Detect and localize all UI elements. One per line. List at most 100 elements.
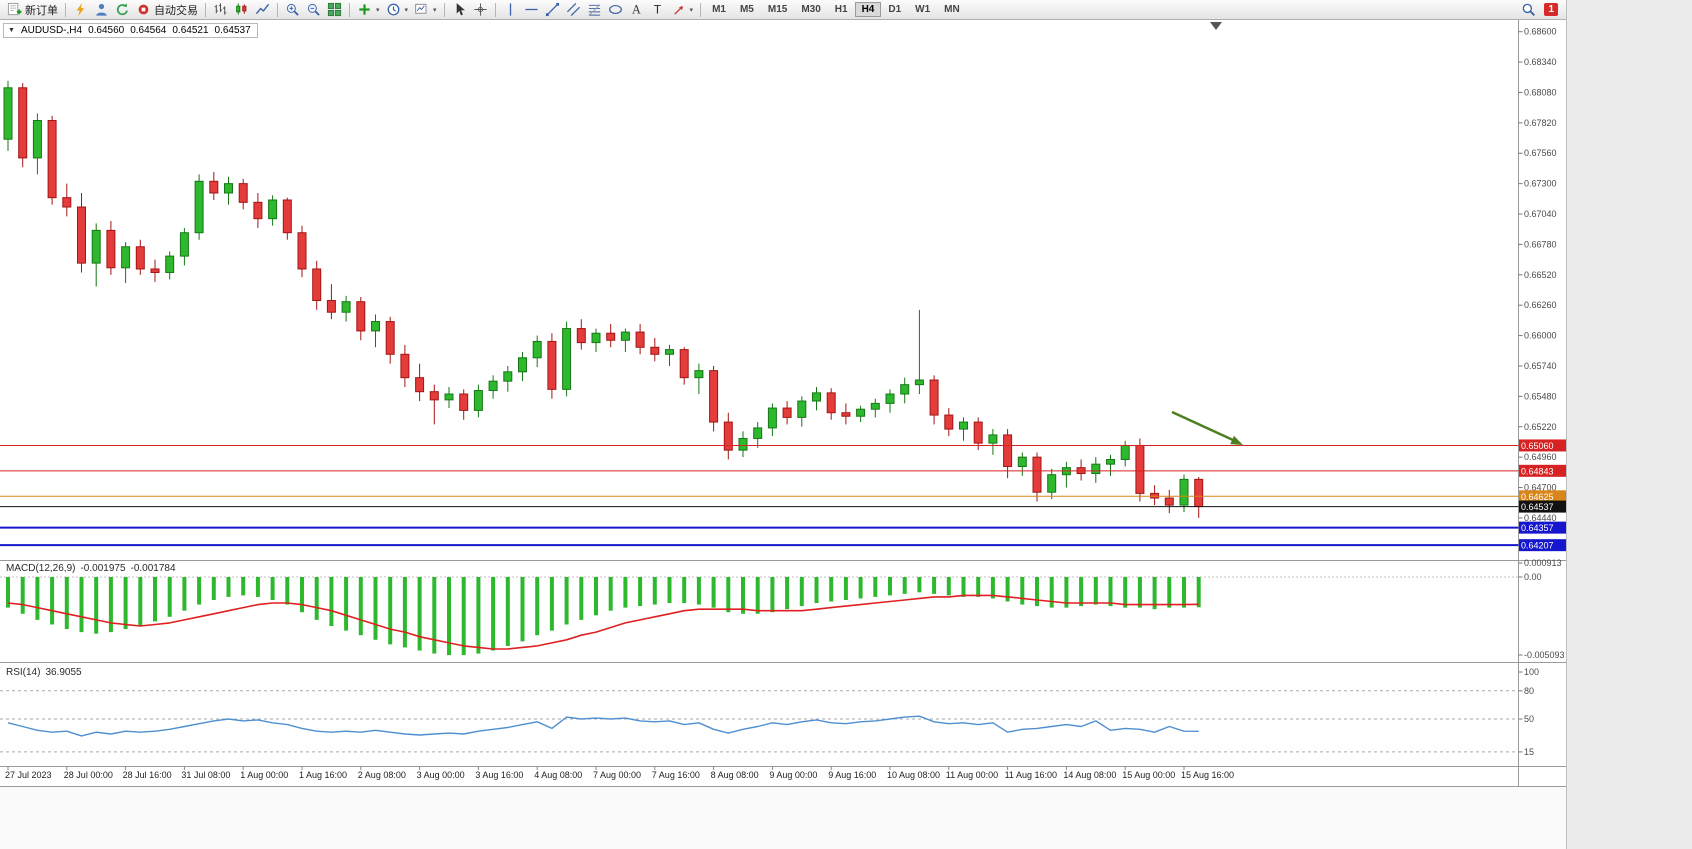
timeframe-m30[interactable]: M30 — [801, 4, 821, 15]
svg-text:A: A — [632, 3, 641, 17]
timeframe-w1[interactable]: W1 — [915, 4, 931, 15]
svg-text:-0.005093: -0.005093 — [1524, 650, 1565, 660]
macd-indicator-label: MACD(12,26,9) -0.001975 -0.001784 — [6, 563, 181, 574]
refresh-button[interactable] — [112, 1, 133, 18]
annotation-arrow[interactable] — [1171, 410, 1243, 445]
resistance-line-1[interactable]: 0.65060 — [0, 439, 1566, 452]
timeframe-m5[interactable]: M5 — [739, 4, 754, 15]
svg-text:14 Aug 08:00: 14 Aug 08:00 — [1063, 770, 1116, 780]
svg-text:0.64357: 0.64357 — [1521, 523, 1554, 533]
candle-chart-button[interactable] — [231, 1, 252, 18]
metaeditor-button[interactable] — [70, 1, 91, 18]
svg-text:0.64960: 0.64960 — [1524, 452, 1557, 462]
svg-text:0.67820: 0.67820 — [1524, 118, 1557, 128]
templates-button[interactable]: ▾ — [411, 1, 440, 18]
trendline-button[interactable] — [542, 1, 563, 18]
bar-close-value: 0.64537 — [214, 25, 251, 36]
vertical-line-button[interactable] — [500, 1, 521, 18]
svg-text:T: T — [653, 3, 661, 17]
support-line-blue-2[interactable]: 0.64207 — [0, 539, 1566, 552]
search-icon — [1523, 3, 1536, 16]
svg-text:15 Aug 00:00: 15 Aug 00:00 — [1122, 770, 1175, 780]
svg-text:0.64843: 0.64843 — [1521, 466, 1554, 476]
svg-text:0.68080: 0.68080 — [1524, 87, 1557, 97]
toolbar-separator — [443, 2, 445, 17]
text-label-button[interactable]: T — [647, 1, 668, 18]
profile-icon — [96, 3, 107, 16]
search-button[interactable] — [1518, 1, 1539, 18]
arrows-button[interactable]: ▾ — [668, 1, 697, 18]
zoom-in-icon — [286, 3, 299, 16]
svg-text:100: 100 — [1524, 667, 1539, 677]
tile-windows-button[interactable] — [324, 1, 345, 18]
zoom-out-button[interactable] — [303, 1, 324, 18]
timeframe-d1[interactable]: D1 — [888, 4, 902, 15]
resistance-line-2[interactable]: 0.64843 — [0, 464, 1566, 477]
svg-text:0.66780: 0.66780 — [1524, 239, 1557, 249]
timeframe-h1[interactable]: H1 — [834, 4, 848, 15]
toolbar-separator — [205, 2, 206, 17]
periods-button[interactable]: ▾ — [383, 1, 412, 18]
price-axis[interactable]: 0.68600 0.68340 0.68080 0.67820 0.67560 0.673… — [1518, 27, 1557, 523]
support-line-blue-1[interactable]: 0.64357 — [0, 521, 1566, 534]
autotrading-button[interactable]: 自动交易 — [133, 1, 201, 19]
market-watch-button[interactable] — [91, 1, 112, 18]
zoom-in-button[interactable] — [282, 1, 303, 18]
svg-text:27 Jul 2023: 27 Jul 2023 — [5, 770, 52, 780]
time-axis[interactable]: 27 Jul 2023 28 Jul 00:00 28 Jul 16:00 31 Ju… — [5, 766, 1234, 781]
svg-text:0.65220: 0.65220 — [1524, 422, 1557, 432]
notification-badge[interactable]: 1 — [1544, 3, 1558, 16]
svg-text:0.67560: 0.67560 — [1524, 148, 1557, 158]
timeframe-group: M1 M5 M15 M30 H1 H4 D1 W1 MN — [705, 2, 967, 17]
toolbar-separator — [494, 2, 496, 17]
indicators-button[interactable]: ▾ — [354, 1, 383, 18]
symbol-info: ▼ AUDUSD-,H4 0.64560 0.64564 0.64521 0.6… — [3, 23, 258, 38]
macd-panel[interactable]: 0.000913 0.00 -0.005093 — [0, 558, 1565, 660]
hline-icon — [524, 8, 538, 11]
chart-bars-icon — [214, 3, 227, 15]
tile-icon — [327, 2, 342, 17]
fibonacci-button[interactable] — [584, 1, 605, 18]
toolbar-separator — [700, 2, 702, 17]
chart-window: 新订单 自动交易 ▾ ▾ ▾ A T ▾ M1 M5 M15 M30 H1 H4 D1 W1 MN 1 0.6… — [0, 0, 1567, 849]
support-line-orange[interactable]: 0.64625 — [0, 490, 1566, 503]
svg-text:0.66260: 0.66260 — [1524, 300, 1557, 310]
bar-chart-button[interactable] — [210, 1, 231, 18]
chart-candles-icon — [236, 3, 247, 15]
svg-text:28 Jul 16:00: 28 Jul 16:00 — [123, 770, 172, 780]
cursor-button[interactable] — [449, 1, 470, 18]
rsi-indicator-label: RSI(14) 36.9055 — [6, 667, 87, 678]
svg-text:0.65060: 0.65060 — [1521, 441, 1554, 451]
svg-text:7 Aug 16:00: 7 Aug 16:00 — [652, 770, 700, 780]
crosshair-button[interactable] — [470, 1, 491, 18]
new-order-button[interactable]: 新订单 — [4, 1, 61, 19]
line-chart-button[interactable] — [252, 1, 273, 18]
text-button[interactable]: A — [626, 1, 647, 18]
bar-open-value: 0.64560 — [88, 25, 125, 36]
fibonacci-icon — [588, 4, 600, 16]
svg-text:0.67300: 0.67300 — [1524, 179, 1557, 189]
shapes-button[interactable] — [605, 1, 626, 18]
current-price-line[interactable]: 0.64537 — [0, 500, 1566, 513]
timeframe-h4[interactable]: H4 — [854, 2, 882, 17]
svg-text:11 Aug 00:00: 11 Aug 00:00 — [946, 770, 998, 780]
zoom-out-icon — [307, 3, 320, 16]
svg-text:15 Aug 16:00: 15 Aug 16:00 — [1181, 770, 1234, 780]
timeframe-m1[interactable]: M1 — [712, 4, 726, 15]
svg-text:9 Aug 00:00: 9 Aug 00:00 — [769, 770, 817, 780]
svg-text:0.65740: 0.65740 — [1524, 361, 1557, 371]
timeframe-mn[interactable]: MN — [944, 4, 960, 15]
label-icon: T — [653, 3, 661, 17]
timeframe-m15[interactable]: M15 — [767, 4, 788, 15]
svg-text:1 Aug 00:00: 1 Aug 00:00 — [240, 770, 288, 780]
horizontal-line-button[interactable] — [521, 1, 542, 18]
svg-text:28 Jul 00:00: 28 Jul 00:00 — [64, 770, 113, 780]
macd-signal-value: -0.001784 — [130, 563, 176, 574]
equidistant-channel-button[interactable] — [563, 1, 584, 18]
svg-text:0.68340: 0.68340 — [1524, 57, 1557, 67]
toolbar-separator — [277, 2, 278, 17]
one-click-trading-toggle-icon[interactable]: ▼ — [8, 27, 15, 34]
rsi-panel[interactable]: 100 80 50 15 — [0, 667, 1539, 757]
chart-svg[interactable]: 0.68600 0.68340 0.68080 0.67820 0.67560 0.673… — [0, 0, 1567, 849]
dropdown-caret-icon: ▾ — [376, 6, 380, 14]
